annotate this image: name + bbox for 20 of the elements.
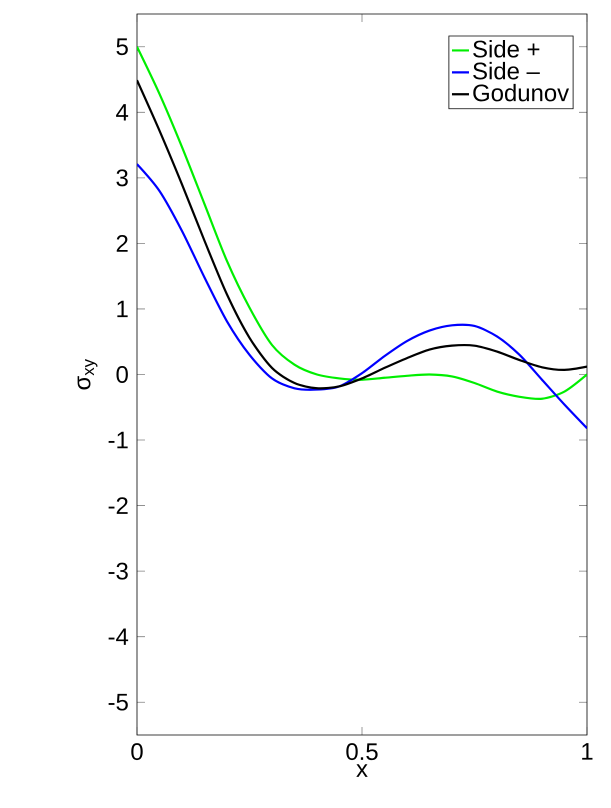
y-tick-label: -4 (108, 628, 128, 645)
legend-label: Side – (473, 62, 540, 80)
y-tick-label: -1 (108, 432, 128, 448)
y-axis-title: σ$_{xy}$ (78, 359, 98, 390)
y-tick-label: -2 (108, 497, 128, 514)
y-tick-label: 0 (116, 366, 128, 383)
x-tick-label: 1 (582, 743, 592, 760)
y-tick-label: 2 (116, 235, 128, 252)
legend-label: Side + (473, 40, 540, 58)
y-tick-label: 3 (116, 169, 128, 186)
x-tick-label: 0.5 (346, 743, 378, 760)
line-series (137, 162, 587, 430)
y-tick-label: 5 (116, 38, 128, 56)
y-tick-label: -5 (108, 694, 128, 711)
y-tick-label: 1 (117, 300, 128, 318)
legend-label: Godunov (473, 84, 570, 102)
y-tick-label: 4 (116, 104, 128, 121)
x-axis-title: x (356, 764, 368, 777)
x-tick-label: 0 (131, 743, 143, 760)
y-tick-label: -3 (108, 562, 128, 580)
